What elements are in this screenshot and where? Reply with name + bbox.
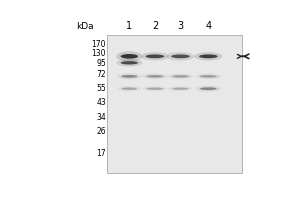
Text: 95: 95 — [96, 59, 106, 68]
Ellipse shape — [196, 86, 221, 92]
Text: 72: 72 — [97, 70, 106, 79]
Text: 2: 2 — [152, 21, 158, 31]
Ellipse shape — [146, 54, 164, 58]
Text: 3: 3 — [177, 21, 184, 31]
Ellipse shape — [167, 74, 194, 79]
Ellipse shape — [172, 88, 189, 90]
Text: 26: 26 — [97, 127, 106, 136]
Ellipse shape — [117, 73, 142, 79]
Text: 55: 55 — [96, 84, 106, 93]
Text: 170: 170 — [92, 40, 106, 49]
Ellipse shape — [121, 61, 138, 65]
Ellipse shape — [142, 74, 168, 79]
Ellipse shape — [195, 74, 221, 79]
Ellipse shape — [116, 51, 142, 61]
Text: 43: 43 — [96, 98, 106, 107]
Bar — [107, 35, 242, 173]
Ellipse shape — [146, 88, 163, 90]
Ellipse shape — [171, 54, 190, 58]
Ellipse shape — [142, 86, 167, 91]
Ellipse shape — [146, 75, 164, 78]
Ellipse shape — [200, 75, 217, 78]
Ellipse shape — [200, 87, 217, 90]
Text: 34: 34 — [96, 113, 106, 122]
Ellipse shape — [194, 52, 222, 61]
Ellipse shape — [172, 75, 189, 78]
Ellipse shape — [118, 86, 141, 91]
Ellipse shape — [141, 52, 169, 61]
Ellipse shape — [199, 54, 218, 58]
Text: 130: 130 — [92, 49, 106, 58]
Text: 17: 17 — [97, 149, 106, 158]
Ellipse shape — [121, 75, 137, 78]
Ellipse shape — [116, 59, 142, 67]
Ellipse shape — [167, 52, 194, 61]
Ellipse shape — [122, 87, 137, 90]
Text: 4: 4 — [205, 21, 212, 31]
Text: 1: 1 — [126, 21, 132, 31]
Ellipse shape — [121, 54, 138, 59]
Text: kDa: kDa — [76, 22, 94, 31]
